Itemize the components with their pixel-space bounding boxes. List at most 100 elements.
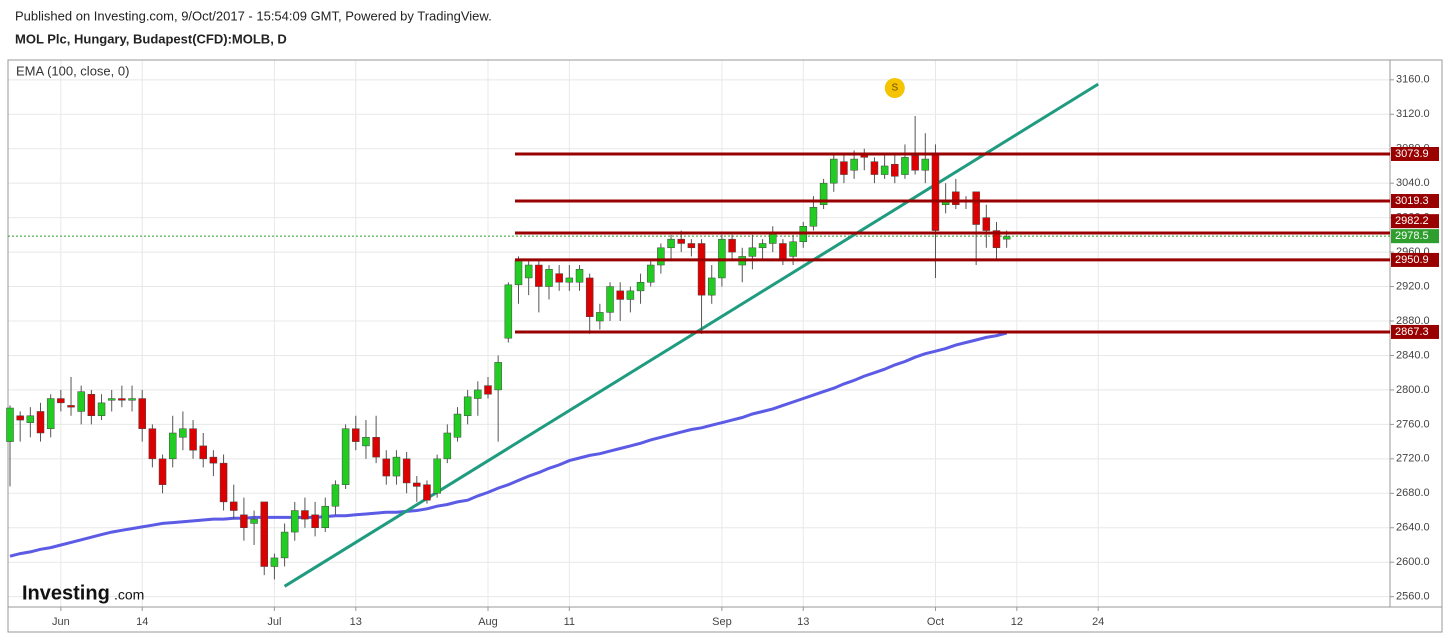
candle-body (189, 428, 197, 451)
x-tick-label: Oct (927, 616, 944, 628)
candle-body (687, 243, 696, 249)
candle-body (524, 264, 533, 279)
candle-body (707, 277, 716, 296)
candle-body (433, 458, 441, 494)
chart-title: MOL Plc, Hungary, Budapest(CFD):MOLB, D (15, 31, 287, 46)
logo: Investing (22, 582, 110, 604)
candle-body (494, 362, 502, 391)
candle-body (67, 405, 75, 408)
candle-body (97, 402, 106, 417)
candle-body (341, 428, 350, 485)
price-box (1391, 214, 1439, 229)
candle-body (301, 510, 309, 520)
candle-body (575, 269, 584, 283)
candle-body (331, 484, 340, 507)
candle-body (636, 281, 645, 292)
y-tick-label: 2840.0 (1396, 349, 1430, 361)
y-tick-label: 2680.0 (1396, 487, 1430, 499)
candle-body (484, 385, 492, 395)
candle-body (646, 264, 655, 283)
y-tick-label: 2600.0 (1396, 556, 1430, 568)
candle-body (77, 391, 85, 412)
candle-body (423, 484, 431, 501)
x-tick-label: Sep (712, 616, 732, 628)
candle-body (474, 389, 482, 399)
candle-body (250, 518, 258, 524)
price-box-label: 2978.5 (1395, 230, 1429, 242)
candle-body (240, 514, 248, 528)
price-box (1391, 229, 1439, 244)
trendline (283, 82, 1099, 588)
x-tick-label: Aug (478, 616, 498, 628)
price-box-label: 2982.2 (1395, 215, 1429, 227)
published-note: Published on Investing.com, 9/Oct/2017 -… (15, 8, 492, 23)
price-box (1391, 194, 1439, 209)
candle-body (504, 284, 513, 339)
candle-body (463, 396, 472, 417)
candle-body (453, 413, 462, 438)
candle-body (179, 428, 187, 438)
candle-body (46, 398, 55, 429)
candle-body (209, 456, 218, 464)
candle-body (321, 505, 330, 528)
price-box (1391, 252, 1439, 267)
candle-body (606, 286, 614, 313)
candle-body (118, 398, 126, 401)
candle-body (392, 456, 401, 477)
candle-body (148, 428, 157, 460)
candle-body (270, 557, 279, 567)
candle-body (748, 247, 757, 257)
ema-line (9, 331, 1008, 558)
y-tick-label: 2720.0 (1396, 453, 1430, 465)
candle-body (87, 393, 96, 417)
candle-body (36, 411, 45, 434)
candle-body (972, 191, 980, 225)
candle-body (830, 158, 838, 184)
candle-body (280, 531, 289, 559)
candle-body (260, 501, 268, 567)
x-tick-label: 13 (797, 616, 809, 628)
candle-body (850, 158, 858, 171)
candle-body (443, 432, 452, 460)
candle-body (158, 458, 167, 485)
candle-body (789, 241, 797, 257)
candle-body (616, 290, 624, 300)
candle-body (26, 415, 35, 423)
candle-body (840, 161, 848, 175)
candle-body (982, 217, 991, 231)
y-tick-label: 3160.0 (1396, 74, 1430, 86)
frame (7, 59, 1443, 633)
y-tick-label: 3120.0 (1396, 108, 1430, 120)
price-box-label: 2867.3 (1395, 326, 1429, 338)
candle-body (545, 269, 553, 287)
event-marker (884, 78, 905, 98)
candle-body (138, 398, 146, 429)
candle-body (809, 207, 818, 227)
x-tick-label: 12 (1011, 616, 1023, 628)
candle-body (565, 277, 574, 283)
x-tick-label: 24 (1092, 616, 1104, 628)
candle-body (870, 161, 879, 175)
candle-body (555, 273, 563, 283)
candle-body (362, 437, 370, 447)
candle-body (107, 398, 116, 401)
candle-body (6, 407, 14, 442)
candle-body (697, 243, 706, 296)
price-box-label: 3019.3 (1395, 195, 1429, 207)
candle-body (382, 458, 391, 477)
candle-body (911, 155, 919, 171)
candle-body (880, 165, 889, 175)
candle-body (413, 482, 421, 487)
candle-body (1002, 236, 1011, 240)
x-tick-label: Jul (267, 616, 281, 628)
grid (8, 60, 1390, 607)
candle-body (952, 191, 960, 205)
y-tick-label: 3040.0 (1396, 177, 1430, 189)
candle-body (921, 158, 930, 171)
candle-body (626, 290, 635, 300)
y-tick-label: 2800.0 (1396, 384, 1430, 396)
candle-body (819, 182, 828, 205)
candle-body (992, 230, 1001, 249)
x-tick-label: 13 (350, 616, 362, 628)
